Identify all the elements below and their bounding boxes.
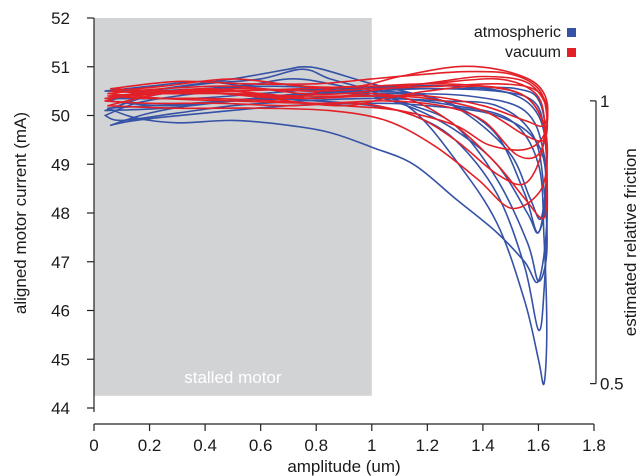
y-axis-label: aligned motor current (mA) bbox=[11, 112, 30, 314]
x-tick-label: 0.2 bbox=[138, 436, 162, 455]
legend-swatch-vacuum bbox=[567, 48, 576, 57]
x-tick-label: 0.6 bbox=[249, 436, 273, 455]
x-tick-label: 0 bbox=[89, 436, 98, 455]
y-tick-label: 50 bbox=[51, 107, 70, 126]
series-vacuum-loop-5 bbox=[107, 82, 549, 151]
y-tick-label: 47 bbox=[51, 253, 70, 272]
legend-label-vacuum: vacuum bbox=[505, 44, 561, 61]
x-tick-label: 1.4 bbox=[471, 436, 495, 455]
legend-swatch-atmospheric bbox=[567, 28, 576, 37]
secondary-y-tick-label: 1 bbox=[600, 92, 609, 111]
x-tick-label: 1.2 bbox=[416, 436, 440, 455]
y-tick-label: 46 bbox=[51, 302, 70, 321]
stalled-motor-label: stalled motor bbox=[184, 368, 282, 387]
series-vacuum bbox=[104, 65, 549, 220]
x-tick-label: 0.4 bbox=[193, 436, 217, 455]
x-tick-label: 1 bbox=[367, 436, 376, 455]
legend-label-atmospheric: atmospheric bbox=[474, 24, 561, 41]
secondary-y-tick-label: 0.5 bbox=[600, 375, 624, 394]
y-tick-label: 51 bbox=[51, 58, 70, 77]
y-tick-label: 49 bbox=[51, 155, 70, 174]
x-tick-label: 1.6 bbox=[527, 436, 551, 455]
y-tick-label: 52 bbox=[51, 9, 70, 28]
y-tick-label: 48 bbox=[51, 204, 70, 223]
series-vacuum-loop-7 bbox=[109, 65, 549, 128]
y-tick-label: 45 bbox=[51, 350, 70, 369]
x-tick-label: 0.8 bbox=[304, 436, 328, 455]
x-tick-label: 1.8 bbox=[582, 436, 606, 455]
legend: atmospheric vacuum bbox=[474, 24, 576, 61]
secondary-y-axis-label: estimated relative friction bbox=[621, 148, 640, 336]
x-axis-label: amplitude (um) bbox=[287, 457, 400, 476]
y-tick-label: 44 bbox=[51, 399, 70, 418]
stalled-motor-region bbox=[94, 18, 372, 396]
